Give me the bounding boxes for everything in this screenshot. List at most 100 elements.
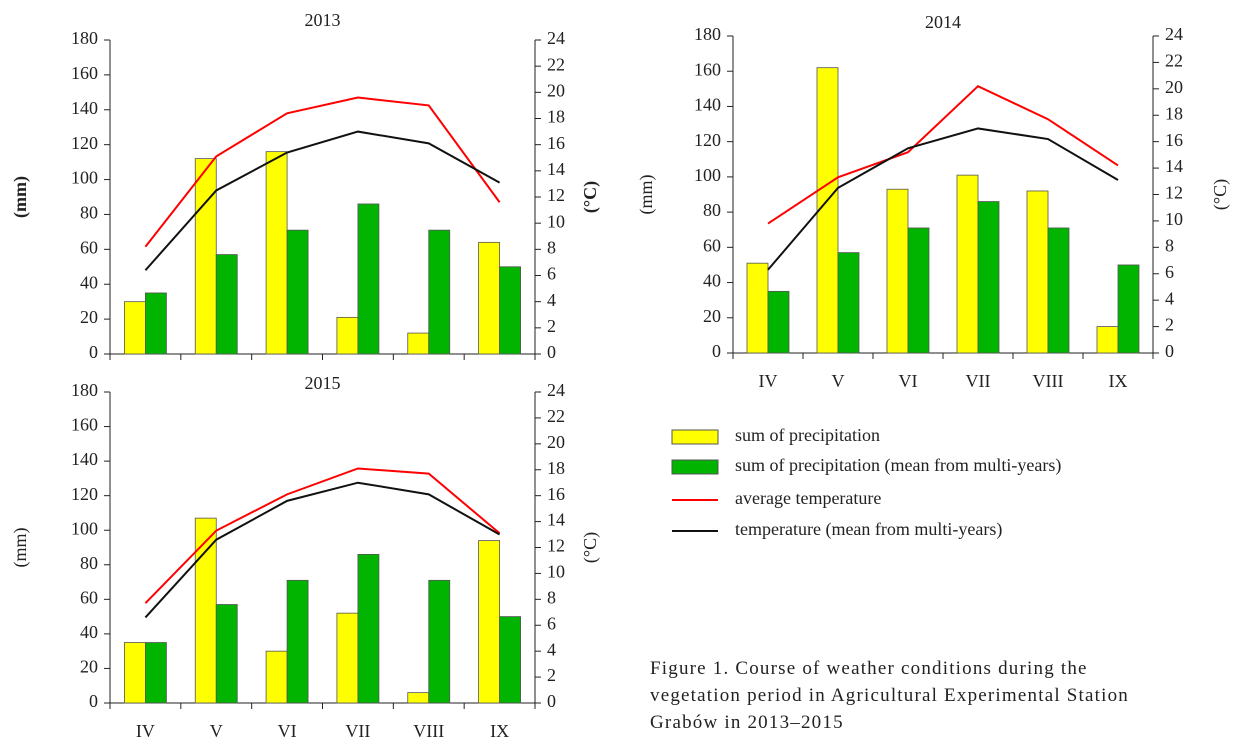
- y-tick-label: 140: [71, 98, 98, 118]
- line-series: [144, 467, 501, 604]
- y-tick-label: 120: [71, 484, 98, 504]
- y-tick-label: 40: [80, 272, 98, 292]
- y2-tick-label: 14: [547, 510, 565, 530]
- bar: [816, 67, 839, 354]
- y2-tick-label: 6: [547, 264, 556, 284]
- x-tick-label: IX: [1109, 371, 1128, 391]
- y2-tick-label: 12: [1165, 183, 1183, 203]
- bar: [1096, 326, 1119, 354]
- y-tick-label: 180: [71, 28, 98, 48]
- y2-tick-label: 2: [547, 316, 556, 336]
- y2-tick-label: 24: [1165, 24, 1183, 44]
- bar: [215, 604, 238, 704]
- bar: [746, 262, 769, 354]
- y2-tick-label: 6: [1165, 262, 1174, 282]
- y2-tick-label: 22: [547, 406, 565, 426]
- y2-tick-label: 24: [547, 380, 565, 400]
- y2-tick-label: 10: [1165, 209, 1183, 229]
- y2-tick-label: 8: [1165, 235, 1174, 255]
- y2-tick-label: 20: [1165, 77, 1183, 97]
- legend-swatch: [671, 459, 719, 475]
- y-tick-label: 160: [71, 63, 98, 83]
- y-axis-title: (mm): [10, 528, 31, 568]
- x-tick-label: VI: [278, 721, 297, 741]
- legend-label: average temperature: [735, 488, 881, 508]
- x-tick-label: VI: [899, 371, 918, 391]
- y-tick-label: 120: [694, 130, 721, 150]
- y2-tick-label: 24: [547, 28, 565, 48]
- bar: [194, 158, 217, 355]
- bar: [145, 292, 167, 355]
- y-tick-label: 0: [89, 342, 98, 362]
- bar: [124, 301, 146, 355]
- line-series: [144, 130, 501, 271]
- bar: [265, 151, 288, 355]
- bar: [428, 579, 451, 704]
- bar: [407, 332, 430, 355]
- y2-tick-label: 0: [1165, 341, 1174, 361]
- bar: [1026, 190, 1049, 354]
- y-tick-label: 20: [80, 307, 98, 327]
- y-tick-label: 20: [80, 657, 98, 677]
- y-tick-label: 60: [80, 237, 98, 257]
- x-tick-label: VIII: [413, 721, 444, 741]
- y-tick-label: 140: [71, 449, 98, 469]
- y2-tick-label: 16: [547, 484, 565, 504]
- y-tick-label: 140: [694, 95, 721, 115]
- legend-swatch: [671, 429, 719, 445]
- y2-tick-label: 10: [547, 562, 565, 582]
- y2-tick-label: 16: [547, 133, 565, 153]
- x-tick-label: V: [832, 371, 845, 391]
- y2-tick-label: 12: [547, 185, 565, 205]
- y2-tick-label: 22: [547, 54, 565, 74]
- bar: [837, 252, 860, 354]
- bar: [336, 612, 359, 704]
- x-tick-label: IX: [490, 721, 509, 741]
- bar: [194, 517, 217, 704]
- x-tick-label: VIII: [1033, 371, 1064, 391]
- y-tick-label: 180: [71, 380, 98, 400]
- x-tick-label: V: [210, 721, 223, 741]
- y2-tick-label: 6: [547, 613, 556, 633]
- y-tick-label: 0: [712, 341, 721, 361]
- y-tick-label: 180: [694, 24, 721, 44]
- bar: [907, 227, 930, 354]
- caption-line: Figure 1. Course of weather conditions d…: [650, 658, 1088, 679]
- y2-tick-label: 18: [1165, 103, 1183, 123]
- bar: [886, 188, 909, 354]
- y2-axis-title: (°C): [1210, 179, 1231, 210]
- bar: [265, 650, 288, 704]
- y2-axis-title: (°C): [580, 181, 601, 213]
- y2-tick-label: 18: [547, 458, 565, 478]
- bar: [336, 316, 359, 355]
- y-tick-label: 80: [703, 200, 721, 220]
- y-axis-title: (mm): [10, 176, 31, 218]
- chart-title: 2014: [925, 12, 961, 32]
- legend-label: sum of precipitation (mean from multi-ye…: [735, 455, 1061, 476]
- y2-tick-label: 20: [547, 432, 565, 452]
- y2-tick-label: 8: [547, 587, 556, 607]
- line-series: [144, 96, 501, 248]
- y2-tick-label: 20: [547, 80, 565, 100]
- bar: [1047, 227, 1070, 354]
- y2-tick-label: 16: [1165, 130, 1183, 150]
- y-tick-label: 120: [71, 133, 98, 153]
- y-tick-label: 80: [80, 203, 98, 223]
- legend-label: temperature (mean from multi-years): [735, 519, 1002, 540]
- line-series: [144, 481, 501, 619]
- bar: [767, 290, 790, 354]
- x-tick-label: VII: [966, 371, 991, 391]
- caption-line: vegetation period in Agricultural Experi…: [650, 685, 1129, 706]
- y-tick-label: 100: [71, 168, 98, 188]
- legend-label: sum of precipitation: [735, 425, 880, 445]
- y-tick-label: 160: [71, 415, 98, 435]
- bar: [286, 579, 309, 704]
- y2-tick-label: 4: [547, 639, 556, 659]
- x-tick-label: IV: [759, 371, 778, 391]
- y-tick-label: 40: [80, 622, 98, 642]
- y2-tick-label: 0: [547, 691, 556, 711]
- y2-tick-label: 22: [1165, 51, 1183, 71]
- line-series: [767, 127, 1119, 271]
- y2-tick-label: 4: [1165, 288, 1174, 308]
- bar: [286, 229, 309, 355]
